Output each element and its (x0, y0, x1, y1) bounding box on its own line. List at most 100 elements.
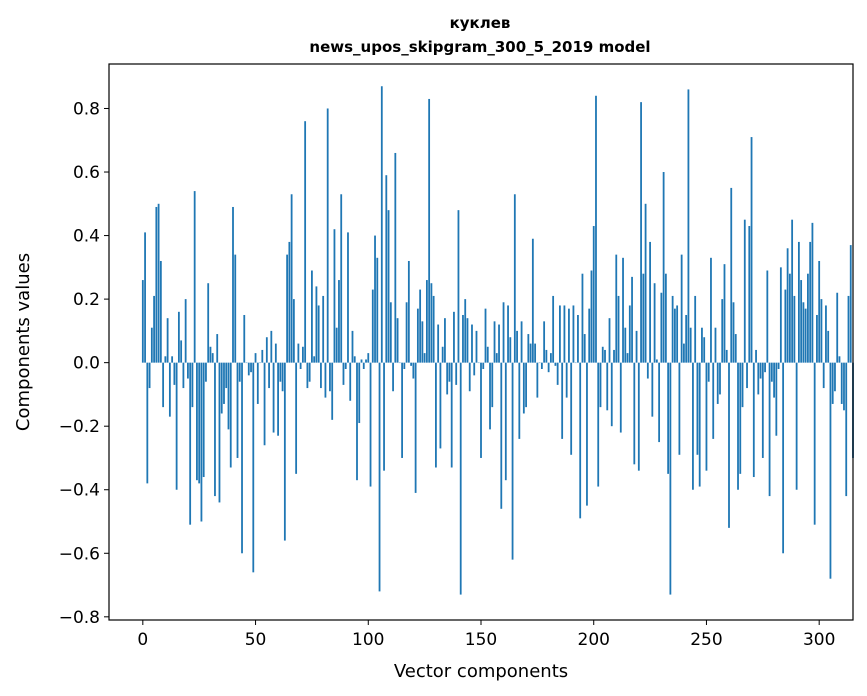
bar (369, 362, 372, 487)
bar (480, 362, 482, 458)
bar (324, 362, 327, 398)
bar (619, 362, 622, 433)
bar (572, 305, 575, 363)
bar (353, 356, 356, 363)
bar (845, 362, 848, 497)
bar (610, 362, 613, 427)
bar (340, 194, 343, 363)
bar (412, 362, 415, 379)
bar (383, 362, 385, 471)
bar (660, 292, 663, 363)
bar (676, 305, 679, 363)
bar (365, 359, 367, 363)
bar (683, 343, 685, 363)
bar (642, 273, 645, 363)
bar (653, 283, 656, 363)
bar (351, 330, 354, 363)
bar (516, 330, 518, 363)
bar (748, 226, 751, 363)
bar (141, 280, 144, 363)
bar (570, 362, 573, 455)
x-tick-label: 150 (465, 630, 497, 650)
bar (698, 362, 701, 487)
bar (453, 311, 455, 363)
bar (256, 362, 259, 404)
bar (274, 343, 277, 363)
bar (592, 226, 595, 363)
bar (525, 362, 527, 408)
bar (655, 359, 658, 363)
bar (265, 337, 268, 363)
bar (439, 362, 442, 449)
bar (403, 362, 406, 369)
bar (459, 362, 462, 595)
bar (464, 299, 467, 363)
bar (419, 289, 422, 363)
bar (563, 305, 566, 363)
bar (793, 295, 796, 363)
bar (279, 362, 282, 382)
bar (502, 302, 505, 363)
bar (144, 232, 146, 363)
bar (687, 89, 690, 363)
bar (766, 270, 769, 363)
bar (822, 362, 825, 389)
bar (376, 257, 379, 363)
bar (333, 229, 336, 363)
bar (448, 362, 451, 382)
bar (252, 362, 255, 573)
bar (484, 308, 487, 363)
bar (304, 121, 307, 363)
bar (568, 308, 570, 363)
plot-frame (108, 63, 854, 621)
bar (473, 362, 476, 376)
bar (200, 362, 203, 522)
bar (320, 362, 322, 389)
bar (315, 286, 318, 363)
bar (662, 172, 665, 363)
x-axis-label: Vector components (394, 661, 568, 682)
bar (236, 362, 239, 458)
bar (604, 349, 606, 363)
bar (450, 362, 453, 468)
bar (311, 270, 313, 363)
bar (640, 102, 642, 363)
bar (689, 327, 692, 363)
bar (301, 346, 304, 363)
bar (211, 353, 214, 363)
bar (728, 362, 730, 528)
bar (159, 260, 162, 363)
bar (423, 353, 426, 363)
bar (847, 295, 850, 363)
bar (378, 362, 381, 592)
bar (247, 362, 250, 376)
bar (730, 187, 733, 363)
bar (615, 254, 618, 363)
bar (797, 241, 800, 363)
bar (356, 362, 358, 481)
bar (180, 340, 183, 363)
bar (371, 289, 374, 363)
bar (225, 362, 228, 389)
bar (466, 318, 469, 363)
bar (552, 295, 555, 363)
bar (444, 318, 446, 363)
bar (746, 362, 748, 389)
bar (581, 273, 584, 363)
bar (545, 349, 548, 363)
bar (723, 264, 726, 363)
bar (646, 362, 649, 379)
bar (561, 362, 564, 439)
bar (177, 311, 180, 363)
bar (825, 305, 827, 363)
bar (595, 95, 597, 363)
bar (457, 210, 460, 363)
bar (270, 330, 273, 363)
bar (360, 359, 363, 363)
bar (633, 362, 636, 465)
bar (719, 362, 721, 395)
bar (527, 334, 530, 363)
bar (455, 362, 458, 385)
bar (146, 362, 149, 484)
bar (644, 203, 647, 363)
